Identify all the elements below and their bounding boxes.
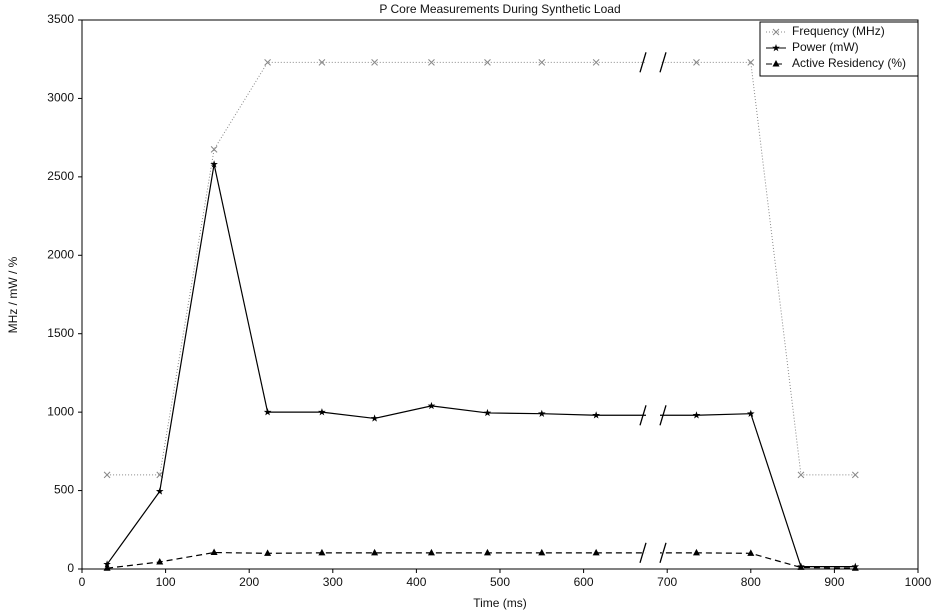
x-axis-label: Time (ms): [473, 596, 527, 610]
y-tick-label: 1000: [47, 404, 74, 418]
marker: [264, 58, 271, 66]
x-tick-label: 500: [490, 575, 510, 589]
marker: [103, 471, 111, 479]
legend-label: Power (mW): [792, 40, 859, 54]
marker: [747, 409, 755, 417]
marker: [318, 408, 326, 416]
marker: [210, 160, 218, 168]
marker: [484, 58, 491, 66]
y-tick-label: 2500: [47, 169, 74, 183]
axis-break-gap: [646, 54, 660, 71]
axis-break-mark: [659, 52, 667, 73]
x-tick-label: 0: [79, 575, 86, 589]
marker: [747, 549, 755, 556]
marker: [851, 471, 859, 479]
marker: [747, 58, 755, 66]
y-tick-label: 1500: [47, 326, 74, 340]
marker: [103, 560, 111, 568]
chart-title: P Core Measurements During Synthetic Loa…: [379, 2, 620, 16]
axis-break-mark: [659, 542, 667, 564]
marker: [318, 548, 326, 556]
marker: [483, 408, 492, 417]
series-line: [106, 164, 856, 568]
series-line: [107, 551, 856, 569]
marker: [538, 409, 546, 417]
marker: [427, 401, 436, 410]
x-tick-label: 900: [824, 575, 844, 589]
y-tick-label: 3500: [47, 12, 74, 26]
axis-break-mark: [639, 405, 647, 426]
marker: [592, 548, 600, 556]
marker: [692, 411, 701, 419]
y-tick-label: 3000: [47, 91, 74, 105]
marker: [851, 564, 859, 571]
x-tick-label: 200: [239, 575, 259, 589]
marker: [797, 563, 805, 570]
marker: [693, 58, 700, 66]
marker: [155, 487, 164, 495]
axis-break-mark: [639, 542, 647, 564]
marker: [370, 414, 379, 422]
axis-break-mark: [659, 405, 667, 426]
marker: [103, 564, 111, 571]
legend-marker: [772, 28, 780, 36]
plot-frame: [81, 19, 919, 570]
marker: [156, 557, 164, 565]
x-tick-label: 300: [323, 575, 343, 589]
marker: [210, 548, 218, 556]
marker: [210, 146, 218, 153]
marker: [592, 411, 600, 419]
x-tick-label: 100: [156, 575, 176, 589]
x-tick-label: 800: [741, 575, 761, 589]
marker: [483, 548, 491, 556]
x-tick-label: 700: [657, 575, 677, 589]
marker: [263, 408, 272, 416]
marker: [264, 549, 272, 556]
y-tick-label: 2000: [47, 247, 74, 261]
marker: [797, 471, 805, 479]
axis-break-gap: [646, 407, 660, 424]
legend-marker: [772, 60, 780, 67]
axis-break-gap: [646, 544, 660, 561]
axis-break-mark: [639, 52, 647, 73]
series-line: [107, 61, 856, 476]
legend-box: [759, 21, 919, 77]
legend-label: Frequency (MHz): [792, 24, 885, 38]
y-tick-label: 0: [67, 561, 74, 575]
marker: [538, 58, 546, 66]
marker: [371, 548, 379, 556]
marker: [428, 58, 435, 66]
marker: [538, 548, 546, 556]
legend-marker: [772, 44, 780, 52]
x-tick-label: 600: [574, 575, 594, 589]
marker: [592, 58, 600, 66]
marker: [427, 548, 435, 556]
legend-label: Active Residency (%): [792, 56, 906, 70]
y-axis-label: MHz / mW / %: [6, 256, 20, 333]
x-tick-label: 1000: [905, 575, 932, 589]
marker: [318, 58, 326, 66]
marker: [692, 548, 700, 556]
y-tick-label: 500: [54, 483, 74, 497]
marker: [371, 58, 378, 66]
x-tick-label: 400: [406, 575, 426, 589]
